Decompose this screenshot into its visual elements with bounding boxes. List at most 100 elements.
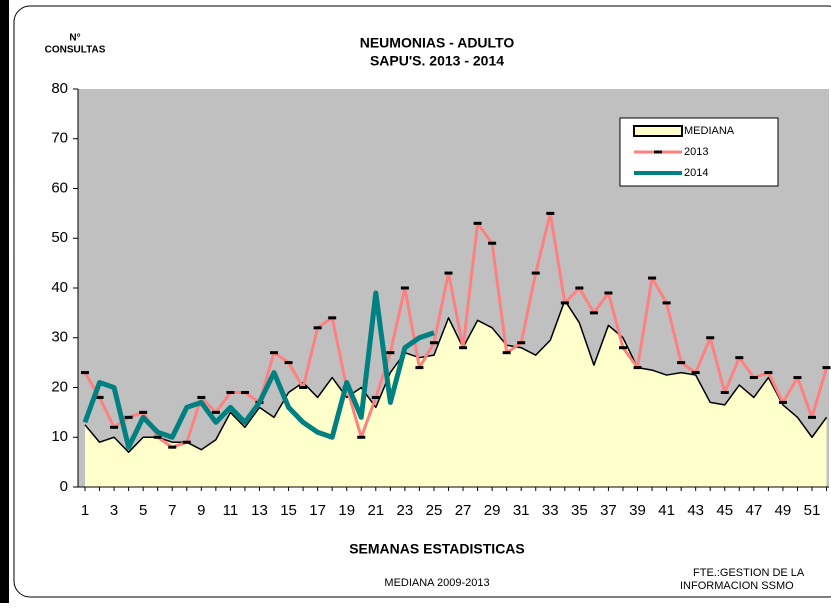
marker [633,366,642,370]
legend-swatch [633,125,683,137]
marker [299,386,308,389]
x-tick-label: 41 [658,502,675,519]
marker [415,366,424,370]
area-edge [84,299,828,453]
y-tick-label: 80 [51,80,68,97]
x-tick-label: 33 [542,502,559,519]
y-tick-label: 10 [51,428,68,445]
y-axis-label: CONSULTAS [45,45,106,56]
x-tick-label: 51 [804,502,821,519]
note: MEDIANA 2009-2013 [384,577,489,589]
x-tick-label: 39 [629,502,646,519]
marker [226,390,235,394]
marker [240,390,249,394]
x-tick-label: 23 [397,502,414,519]
marker [560,301,569,305]
y-tick-label: 20 [51,378,68,395]
chart-title: NEUMONIAS - ADULTO [360,35,515,51]
marker [604,291,613,295]
marker [662,301,671,305]
legend-label: 2013 [684,146,708,158]
legend-marker [654,150,662,154]
marker [400,286,409,290]
x-tick-label: 37 [600,502,617,519]
marker [764,371,773,375]
marker [822,366,831,370]
marker [691,371,700,375]
marker [197,395,206,399]
marker [720,390,729,394]
x-tick-label: 31 [513,502,530,519]
line [82,290,435,450]
marker [328,316,337,320]
marker [168,445,177,449]
marker [357,435,366,439]
marker [546,211,555,215]
legend-label: MEDIANA [684,125,735,137]
marker [124,415,133,419]
marker [371,395,380,399]
marker [386,351,395,355]
y-tick-label: 70 [51,130,68,147]
x-tick-label: 19 [338,502,355,519]
marker [95,395,104,399]
x-tick-label: 7 [168,502,176,519]
chart-title: SAPU'S. 2013 - 2014 [370,53,504,69]
legend-label: 2014 [684,167,708,179]
marker [575,286,584,290]
x-tick-label: 5 [139,502,147,519]
marker [81,371,89,375]
frame-strip [0,0,9,603]
marker [677,361,686,365]
marker [153,435,162,439]
marker [618,346,627,350]
marker [793,376,802,380]
x-tick-label: 3 [110,502,118,519]
marker [284,361,293,365]
marker [211,410,220,414]
y-tick-label: 50 [51,229,68,246]
marker [444,271,453,275]
x-tick-label: 25 [426,502,443,519]
x-tick-label: 27 [455,502,472,519]
y-tick-label: 30 [51,329,68,346]
source-note: FTE.:GESTION DE LA [693,567,805,579]
x-tick-label: 11 [223,502,239,519]
y-tick-label: 40 [51,279,68,296]
marker [313,326,322,330]
x-tick-label: 47 [745,502,762,519]
marker [473,221,482,225]
x-tick-label: 17 [309,502,326,519]
x-axis-label: SEMANAS ESTADISTICAS [349,541,525,557]
x-tick-label: 29 [484,502,501,519]
y-axis-label: N° [69,33,80,44]
marker [110,425,119,429]
line [83,211,828,449]
marker [429,341,438,345]
marker [648,276,657,280]
marker [589,311,598,315]
x-tick-label: 43 [687,502,704,519]
y-tick-label: 0 [60,478,68,495]
x-tick-label: 13 [251,502,268,519]
marker [459,346,468,350]
marker [517,341,526,345]
source-note: INFORMACION SSMO [680,580,794,592]
marker [749,376,758,380]
x-tick-label: 35 [571,502,588,519]
x-tick-label: 9 [197,502,205,519]
marker [531,271,540,275]
marker [502,351,511,355]
x-tick-label: 45 [716,502,733,519]
x-tick-label: 1 [81,502,89,519]
marker [139,410,148,414]
marker [735,356,744,360]
x-tick-label: 49 [775,502,792,519]
marker [706,336,715,340]
x-tick-label: 21 [367,502,384,519]
marker [488,241,497,245]
marker [270,351,279,355]
